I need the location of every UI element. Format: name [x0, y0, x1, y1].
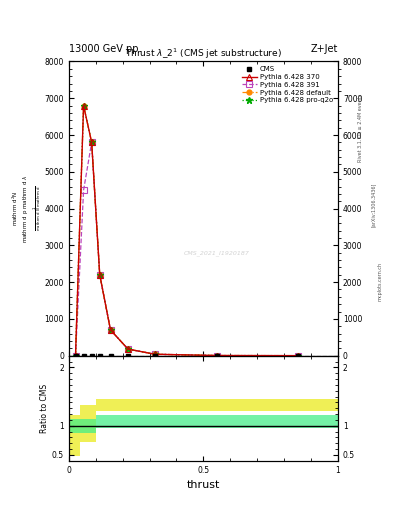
- Y-axis label: Ratio to CMS: Ratio to CMS: [40, 383, 49, 433]
- X-axis label: thrust: thrust: [187, 480, 220, 490]
- Pythia 6.428 default: [73, 353, 78, 359]
- Pythia 6.428 391: [81, 187, 86, 193]
- Pythia 6.428 370: [89, 139, 94, 145]
- Pythia 6.428 pro-q2o: [97, 272, 102, 278]
- Text: Rivet 3.1.10, ≥ 2.4M events: Rivet 3.1.10, ≥ 2.4M events: [358, 94, 363, 162]
- Text: [arXiv:1306.3436]: [arXiv:1306.3436]: [371, 183, 376, 227]
- CMS: [152, 353, 157, 359]
- CMS: [81, 353, 86, 359]
- Pythia 6.428 pro-q2o: [108, 327, 113, 333]
- Pythia 6.428 370: [108, 327, 113, 333]
- Pythia 6.428 pro-q2o: [81, 102, 86, 109]
- Text: Z+Jet: Z+Jet: [310, 44, 338, 54]
- Pythia 6.428 default: [295, 353, 300, 359]
- CMS: [97, 353, 102, 359]
- Pythia 6.428 pro-q2o: [215, 352, 219, 358]
- Pythia 6.428 391: [215, 352, 219, 358]
- Line: Pythia 6.428 default: Pythia 6.428 default: [73, 103, 300, 358]
- CMS: [89, 353, 94, 359]
- Pythia 6.428 pro-q2o: [152, 351, 157, 357]
- Pythia 6.428 pro-q2o: [73, 353, 78, 359]
- Pythia 6.428 pro-q2o: [295, 353, 300, 359]
- Line: Pythia 6.428 370: Pythia 6.428 370: [73, 103, 300, 358]
- Text: CMS_2021_I1920187: CMS_2021_I1920187: [184, 250, 250, 255]
- Pythia 6.428 370: [152, 351, 157, 357]
- Pythia 6.428 default: [108, 327, 113, 333]
- Pythia 6.428 391: [152, 351, 157, 357]
- Text: mcplots.cern.ch: mcplots.cern.ch: [377, 262, 382, 301]
- Pythia 6.428 default: [81, 102, 86, 109]
- Pythia 6.428 370: [295, 353, 300, 359]
- Y-axis label: $\mathrm{mathrm}\ \mathrm{d}^2\mathrm{N}$
$\mathrm{mathrm}\ \mathrm{d}\ \mathrm{: $\mathrm{mathrm}\ \mathrm{d}^2\mathrm{N}…: [10, 175, 43, 243]
- Pythia 6.428 default: [215, 352, 219, 358]
- Pythia 6.428 pro-q2o: [126, 346, 130, 352]
- CMS: [126, 353, 130, 359]
- Pythia 6.428 370: [97, 272, 102, 278]
- Pythia 6.428 391: [89, 139, 94, 145]
- Pythia 6.428 370: [73, 353, 78, 359]
- Pythia 6.428 default: [152, 351, 157, 357]
- CMS: [295, 353, 300, 359]
- Pythia 6.428 391: [97, 272, 102, 278]
- Pythia 6.428 370: [215, 352, 219, 358]
- Pythia 6.428 391: [295, 353, 300, 359]
- Pythia 6.428 370: [81, 102, 86, 109]
- Pythia 6.428 default: [97, 272, 102, 278]
- Pythia 6.428 391: [73, 353, 78, 359]
- Text: 13000 GeV pp: 13000 GeV pp: [69, 44, 138, 54]
- CMS: [215, 353, 219, 359]
- Line: Pythia 6.428 391: Pythia 6.428 391: [73, 140, 300, 358]
- Legend: CMS, Pythia 6.428 370, Pythia 6.428 391, Pythia 6.428 default, Pythia 6.428 pro-: CMS, Pythia 6.428 370, Pythia 6.428 391,…: [241, 65, 334, 104]
- Pythia 6.428 pro-q2o: [89, 139, 94, 145]
- CMS: [73, 353, 78, 359]
- Pythia 6.428 370: [126, 346, 130, 352]
- Pythia 6.428 391: [126, 346, 130, 352]
- CMS: [108, 353, 113, 359]
- Line: Pythia 6.428 pro-q2o: Pythia 6.428 pro-q2o: [72, 102, 301, 359]
- Pythia 6.428 default: [89, 139, 94, 145]
- Line: CMS: CMS: [73, 353, 300, 358]
- Title: Thrust $\lambda\_2^1$ (CMS jet substructure): Thrust $\lambda\_2^1$ (CMS jet substruct…: [125, 47, 282, 61]
- Pythia 6.428 default: [126, 346, 130, 352]
- Pythia 6.428 391: [108, 327, 113, 333]
